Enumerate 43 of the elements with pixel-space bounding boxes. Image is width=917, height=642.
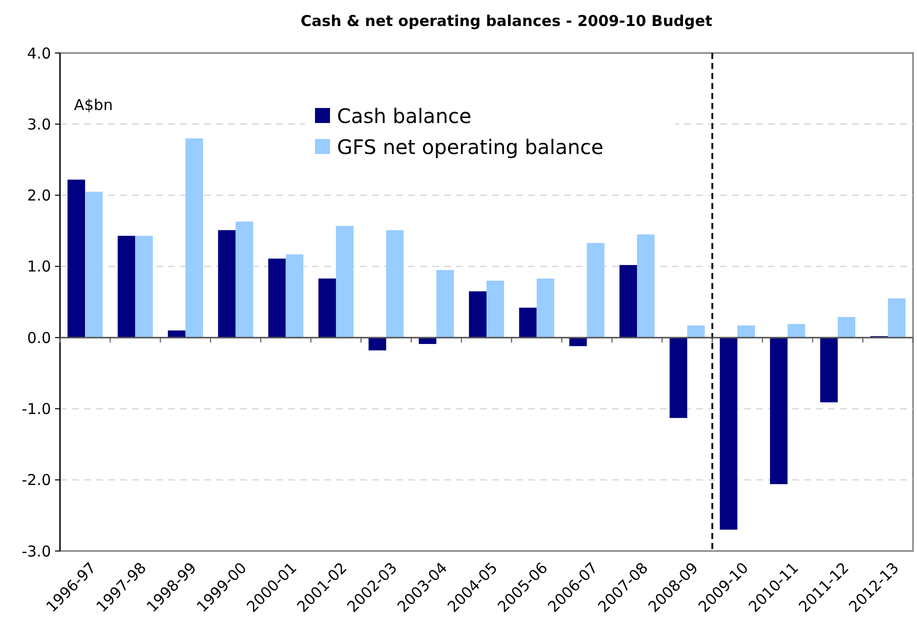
bar — [770, 338, 788, 484]
bar — [486, 280, 504, 338]
bar — [68, 180, 86, 338]
bar — [286, 254, 304, 338]
bar — [185, 138, 204, 338]
bar — [838, 316, 856, 338]
bar — [436, 270, 454, 338]
legend-label: Cash balance — [337, 104, 472, 128]
bar — [318, 278, 336, 338]
bar — [118, 236, 136, 338]
bar — [519, 308, 537, 338]
bar — [268, 258, 286, 338]
y-tick-label: 1.0 — [27, 258, 51, 276]
bar — [619, 265, 638, 338]
bar — [637, 234, 655, 338]
y-tick-label: 4.0 — [27, 44, 51, 62]
y-tick-label: -1.0 — [22, 400, 51, 418]
bar — [336, 226, 354, 338]
bar — [737, 325, 755, 338]
y-tick-label: -3.0 — [22, 542, 51, 560]
bar — [236, 222, 254, 338]
bar — [820, 338, 838, 402]
bar — [670, 338, 688, 418]
legend-label: GFS net operating balance — [337, 135, 604, 159]
bar — [720, 338, 738, 530]
chart-title: Cash & net operating balances - 2009-10 Budget — [300, 12, 712, 30]
y-tick-label: 0.0 — [27, 328, 51, 347]
y-tick-label: 3.0 — [27, 115, 51, 134]
bar — [218, 230, 236, 338]
bar — [85, 192, 103, 338]
y-tick-label: 2.0 — [27, 186, 51, 205]
bar — [368, 338, 386, 350]
bar — [536, 278, 554, 338]
y-axis-title: A$bn — [74, 96, 113, 114]
bar — [135, 236, 153, 338]
bar — [468, 291, 486, 338]
bar — [788, 324, 806, 338]
bar — [687, 325, 705, 338]
bar — [386, 230, 404, 338]
bar — [586, 242, 604, 338]
bar — [888, 298, 906, 338]
bar — [168, 330, 186, 338]
y-tick-label: -2.0 — [22, 471, 51, 490]
